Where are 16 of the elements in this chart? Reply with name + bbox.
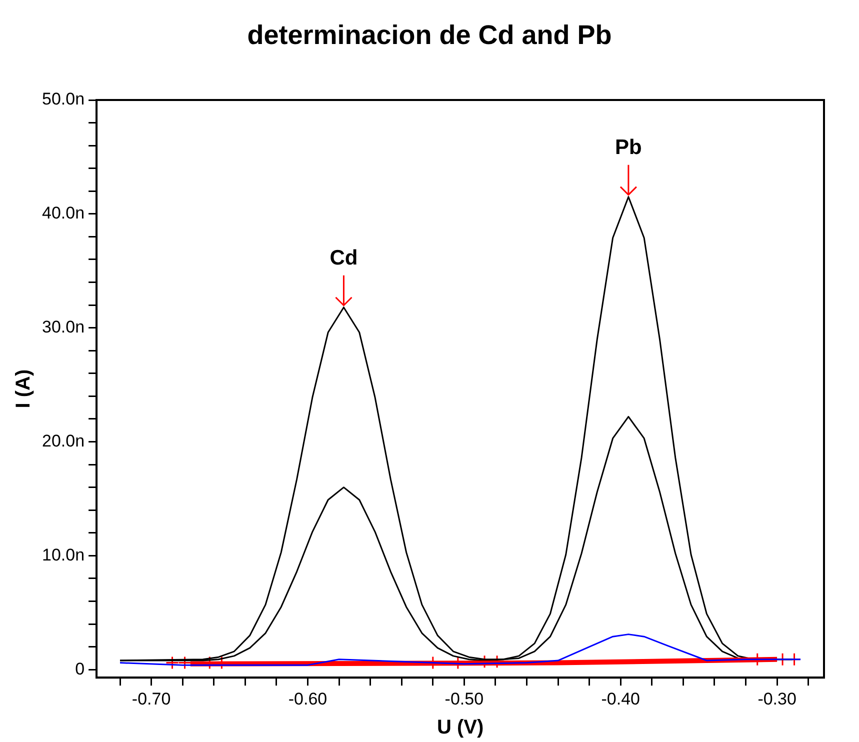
y-tick-label: 30.0n (42, 318, 85, 337)
x-tick-label: -0.50 (444, 689, 484, 708)
y-tick-label: 20.0n (42, 431, 85, 450)
chart-title: determinacion de Cd and Pb (246, 20, 613, 51)
y-tick-label: 10.0n (42, 545, 85, 564)
x-tick-label: -0.30 (758, 689, 796, 708)
x-tick-label: -0.60 (288, 689, 328, 708)
x-tick-label: -0.70 (132, 689, 171, 708)
x-tick-label: -0.40 (601, 689, 640, 708)
annotation: Cd (330, 246, 358, 270)
y-tick-label: 0 (75, 659, 85, 678)
y-tick-label: 50.0n (42, 90, 85, 109)
y-axis-title: I (A) (12, 369, 35, 408)
annotation: Pb (615, 136, 642, 160)
x-axis-title: U (V) (436, 716, 484, 739)
y-tick-label: 40.0n (42, 204, 85, 223)
